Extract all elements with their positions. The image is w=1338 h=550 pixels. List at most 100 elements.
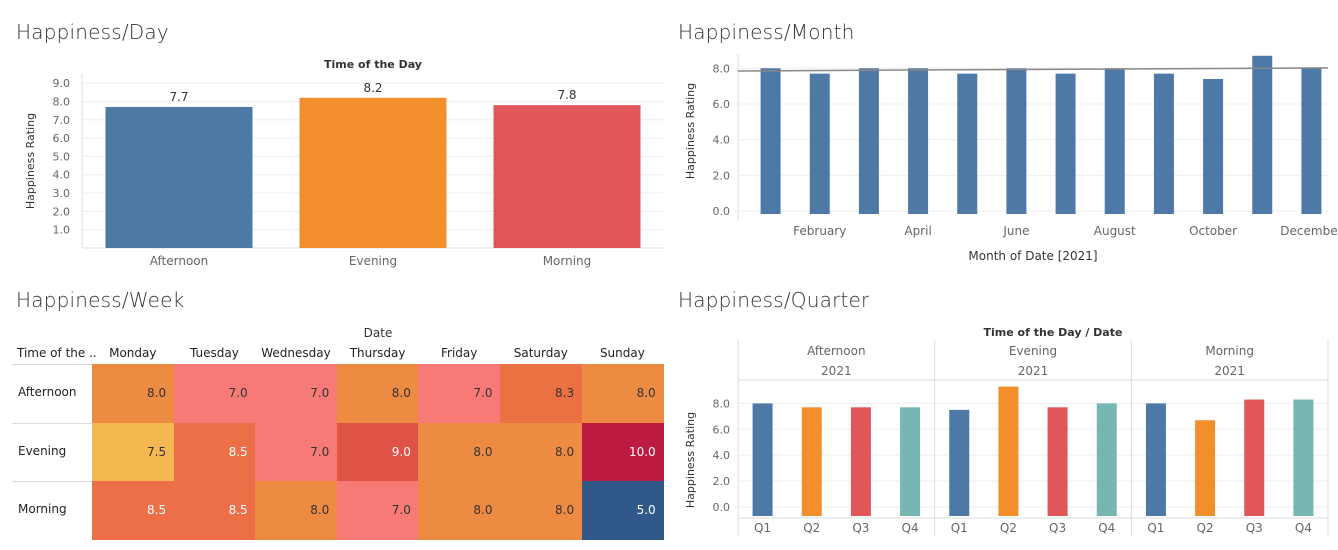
quarter-bar: [752, 403, 773, 516]
day-bar: [105, 106, 253, 249]
month-bar: [858, 68, 879, 214]
heatmap-cell: 10.0: [581, 422, 664, 482]
day-chart-title: Time of the Day: [324, 58, 422, 71]
quarter-group-label: Evening: [1009, 344, 1057, 358]
heatmap-cell: 8.0: [581, 364, 664, 423]
heatmap-column-title: Date: [363, 326, 393, 340]
quarter-group-year: 2021: [1018, 364, 1049, 378]
quarter-bar: [1145, 403, 1166, 516]
heatmap-cell: 9.0: [336, 422, 419, 482]
quarter-bar: [949, 409, 970, 516]
heatmap-column-header: Saturday: [513, 346, 568, 360]
month-bar: [1301, 68, 1322, 214]
heatmap-cell: 8.0: [418, 481, 501, 540]
month-bar: [1006, 68, 1027, 214]
month-ytick-label: 4.0: [713, 134, 731, 147]
heatmap-cell: 7.0: [418, 364, 501, 423]
quarter-bar: [1293, 399, 1314, 516]
day-ytick-label: 8.0: [53, 95, 71, 108]
heatmap-row-divider: [12, 481, 92, 482]
day-panel-title: Happiness/Day: [16, 20, 169, 44]
day-ytick-label: 4.0: [53, 169, 71, 182]
heatmap-column-header: Monday: [109, 346, 157, 360]
quarter-ytick-label: 6.0: [713, 423, 731, 436]
quarter-xtick-label: Q1: [951, 521, 968, 535]
month-bar-chart: 0.0 2.0 4.0 6.0 8.0 Happiness Rating February A…: [684, 54, 1338, 263]
heatmap-cell: 8.0: [418, 422, 501, 482]
heatmap-cell: 8.3: [500, 364, 583, 423]
month-bar: [1055, 73, 1076, 215]
month-x-axis-label: Month of Date [2021]: [968, 249, 1097, 263]
heatmap-cell: 7.0: [255, 364, 338, 423]
quarter-group-label: Afternoon: [807, 344, 866, 358]
month-bar: [908, 68, 929, 214]
quarter-bar: [1096, 403, 1117, 516]
quarter-xtick-label: Q4: [1295, 521, 1312, 535]
quarter-ytick-label: 2.0: [713, 475, 731, 488]
month-ytick-label: 6.0: [713, 98, 731, 111]
quarter-group-year: 2021: [821, 364, 852, 378]
heatmap-cell: 8.0: [500, 481, 583, 540]
quarter-xtick-label: Q3: [1246, 521, 1263, 535]
month-panel-title: Happiness/Month: [678, 20, 855, 44]
day-y-axis-label: Happiness Rating: [24, 113, 37, 209]
quarter-ytick-label: 8.0: [713, 397, 731, 410]
quarter-bar: [801, 407, 822, 516]
quarter-bar: [850, 407, 871, 516]
month-ytick-label: 2.0: [713, 169, 731, 182]
day-ytick-label: 6.0: [53, 132, 71, 145]
quarter-group-year: 2021: [1214, 364, 1245, 378]
quarter-xtick-label: Q4: [1098, 521, 1115, 535]
month-bar: [1104, 68, 1125, 214]
month-bar: [809, 73, 830, 215]
month-xtick-label: April: [904, 224, 931, 238]
quarter-bar: [1195, 420, 1216, 516]
heatmap-column-header: Tuesday: [189, 346, 239, 360]
month-bar: [1153, 73, 1174, 215]
heatmap-row-label: Afternoon: [18, 385, 77, 400]
month-xtick-label: December: [1280, 224, 1338, 238]
quarter-chart-title: Time of the Day / Date: [984, 326, 1123, 339]
month-bar: [957, 73, 978, 215]
day-category-label: Morning: [543, 254, 592, 268]
quarter-xtick-label: Q4: [902, 521, 919, 535]
heatmap-cell: 7.5: [92, 422, 175, 482]
quarter-xtick-label: Q2: [1197, 521, 1214, 535]
heatmap-column-header: Wednesday: [261, 346, 331, 360]
month-ytick-label: 0.0: [713, 205, 731, 218]
day-bar-chart: Time of the Day 1.0 2.0 3.0 4.0 5.0 6.0 7.0 8.0 9…: [24, 58, 664, 268]
quarter-xtick-label: Q1: [754, 521, 771, 535]
heatmap-cell: 7.0: [255, 422, 338, 482]
heatmap-column-header: Friday: [441, 346, 478, 360]
heatmap-column-header: Thursday: [349, 346, 406, 360]
quarter-xtick-label: Q1: [1147, 521, 1164, 535]
quarter-ytick-label: 4.0: [713, 449, 731, 462]
month-xtick-label: October: [1189, 224, 1237, 238]
day-category-label: Evening: [349, 254, 397, 268]
heatmap-cell: 8.0: [92, 364, 175, 423]
day-bar-data-label: 7.8: [557, 88, 576, 102]
quarter-y-axis-label: Happiness Rating: [684, 412, 697, 508]
quarter-bar: [1047, 407, 1068, 516]
month-trend-line: [737, 67, 1329, 72]
day-ytick-label: 9.0: [53, 77, 71, 90]
day-ytick-label: 3.0: [53, 187, 71, 200]
day-category-label: Afternoon: [150, 254, 209, 268]
heatmap-cell: 7.0: [336, 481, 419, 540]
heatmap-cell: 7.0: [173, 364, 256, 423]
heatmap-row-title: Time of the ..: [17, 346, 97, 360]
month-bar: [760, 68, 781, 214]
quarter-bar-chart: Time of the Day / Date 0.0 2.0 4.0 6.0 8.0 Hap…: [684, 326, 1329, 536]
month-ytick-label: 8.0: [713, 62, 731, 75]
day-bar-data-label: 7.7: [169, 90, 188, 104]
quarter-panel-title: Happiness/Quarter: [678, 288, 870, 312]
quarter-xtick-label: Q2: [803, 521, 820, 535]
heatmap-cell: 8.0: [255, 481, 338, 540]
heatmap-cell: 5.0: [581, 481, 664, 540]
month-xtick-label: June: [1002, 224, 1029, 238]
heatmap-cell: 8.5: [92, 481, 175, 540]
month-xtick-label: August: [1094, 224, 1136, 238]
quarter-bar: [1244, 399, 1265, 516]
heatmap-cell: 8.0: [500, 422, 583, 482]
quarter-bar: [998, 386, 1019, 516]
